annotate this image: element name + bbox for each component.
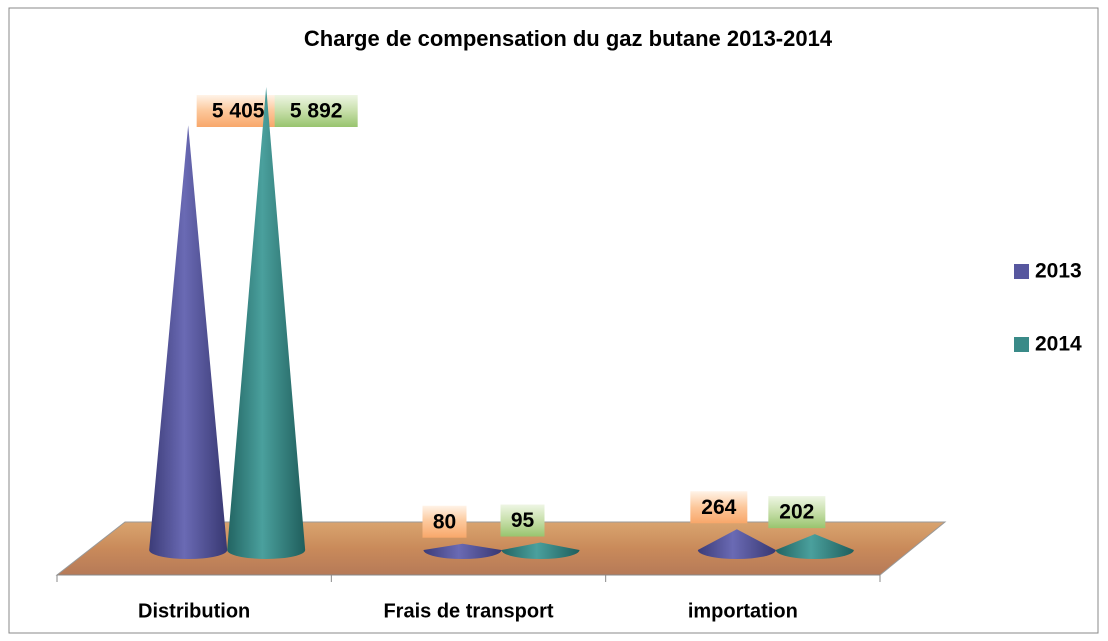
legend-label: 2014 <box>1035 333 1082 356</box>
cone <box>227 87 306 559</box>
legend-swatch <box>1014 264 1029 279</box>
x-tick-label: Frais de transport <box>383 600 553 622</box>
x-tick-label: Distribution <box>138 600 250 622</box>
legend-label: 2013 <box>1035 260 1082 283</box>
data-label: 80 <box>433 510 456 533</box>
cone <box>149 125 228 559</box>
cone <box>501 542 580 559</box>
data-label: 202 <box>779 501 814 524</box>
chart-title: Charge de compensation du gaz butane 201… <box>304 26 833 51</box>
data-label: 264 <box>701 496 736 519</box>
data-label-box <box>690 491 748 524</box>
legend-swatch <box>1014 337 1029 352</box>
data-label: 5 892 <box>290 100 343 123</box>
x-tick-label: importation <box>688 600 798 622</box>
data-label-box <box>768 496 826 529</box>
data-label: 95 <box>511 509 535 532</box>
data-label-box <box>500 504 545 537</box>
cone <box>423 543 502 559</box>
data-label-box <box>274 95 358 127</box>
cone <box>775 534 854 559</box>
data-label: 5 405 <box>212 100 265 123</box>
cone <box>697 529 776 559</box>
data-label-box <box>422 505 467 538</box>
